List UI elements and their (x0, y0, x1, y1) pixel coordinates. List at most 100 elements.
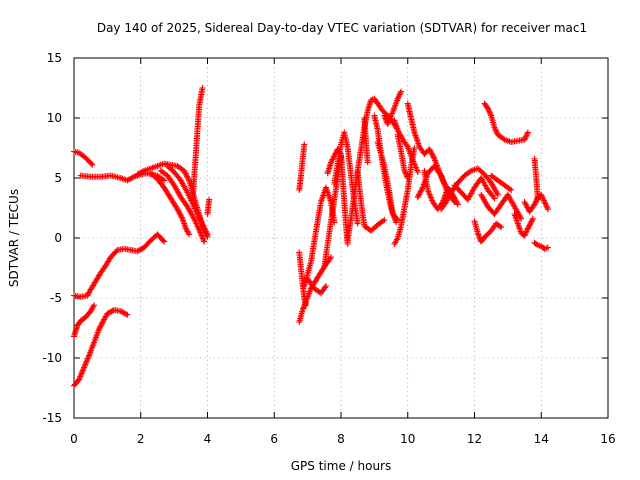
data-point (124, 311, 131, 318)
y-tick-label: 5 (54, 171, 62, 185)
data-point (490, 194, 497, 200)
data-point (414, 194, 421, 201)
data-point (91, 302, 98, 309)
data-point (418, 187, 425, 194)
series-arc-8 (157, 167, 208, 245)
data-point (105, 309, 112, 316)
data-point (138, 246, 145, 253)
data-point (174, 206, 181, 213)
data-point (88, 160, 95, 167)
data-point (108, 308, 115, 315)
data-point (444, 196, 451, 203)
series-arc-41 (531, 239, 551, 252)
series-arc-3 (71, 302, 98, 340)
y-tick-labels: -15 -10 -5 0 5 10 15 (42, 51, 62, 425)
y-tick-label: -5 (50, 291, 62, 305)
data-point (181, 167, 188, 174)
x-tick-label: 16 (600, 432, 615, 446)
data-point (404, 173, 411, 180)
data-point (322, 283, 329, 289)
data-point (161, 238, 168, 245)
data-point (531, 201, 538, 208)
data-point (451, 199, 458, 205)
data-point (524, 225, 531, 232)
data-point (522, 133, 529, 140)
data-point (414, 169, 421, 175)
series-arc-10 (189, 85, 206, 205)
data-point (487, 111, 494, 118)
series-arc-34 (471, 218, 505, 245)
data-point (427, 147, 434, 154)
data-point (401, 167, 408, 174)
data-point (178, 213, 185, 220)
data-point (496, 223, 503, 230)
data-point (486, 109, 493, 116)
data-point (119, 308, 126, 315)
data-point (544, 244, 551, 251)
data-point (99, 319, 106, 326)
data-point (445, 194, 452, 201)
series-arc-24 (354, 169, 388, 234)
data-point (127, 175, 134, 182)
series-arc-28 (394, 131, 411, 181)
data-point (543, 203, 550, 210)
x-tick-label: 6 (270, 432, 278, 446)
data-point (454, 201, 461, 208)
series-arc-40 (531, 155, 541, 203)
data-point (525, 224, 532, 231)
data-point (498, 224, 505, 231)
data-point (301, 301, 308, 308)
data-point (486, 108, 493, 115)
data-point (491, 195, 498, 202)
y-axis-label: SDTVAR / TECUs (7, 189, 21, 287)
y-tick-label: 0 (54, 231, 62, 245)
data-point (527, 221, 534, 228)
data-point (454, 200, 461, 207)
data-point (393, 219, 400, 226)
data-point (475, 231, 482, 238)
data-point (491, 124, 498, 131)
data-point (522, 229, 529, 236)
data-point (521, 199, 528, 205)
data-point (121, 310, 128, 317)
data-point (135, 170, 142, 177)
data-point (532, 199, 539, 206)
series-arc-7 (147, 170, 193, 238)
x-tick-label: 14 (534, 432, 549, 446)
data-point (364, 159, 371, 166)
y-tick-label: 15 (47, 51, 62, 65)
data-point (544, 206, 551, 213)
data-point (521, 232, 528, 239)
data-point (301, 141, 308, 148)
data-point (466, 168, 473, 175)
data-point (524, 130, 531, 137)
y-tick-label: -15 (42, 411, 62, 425)
data-point (107, 309, 114, 316)
data-point (544, 204, 551, 211)
data-point (426, 146, 433, 153)
data-point (299, 307, 306, 313)
data-point (419, 185, 426, 192)
data-point (427, 148, 434, 155)
data-point (124, 177, 131, 184)
data-point (98, 322, 105, 329)
data-point (484, 105, 491, 112)
data-point (417, 188, 424, 195)
data-point (134, 248, 141, 255)
x-tick-labels: 0 2 4 6 8 10 12 14 16 (70, 432, 615, 446)
data-point (300, 305, 307, 312)
data-point (300, 304, 307, 311)
data-point (98, 320, 105, 327)
data-point (540, 197, 547, 204)
data-point (403, 172, 410, 179)
data-point (302, 300, 309, 306)
data-point (430, 153, 437, 160)
series-arc-16 (304, 275, 329, 297)
data-point (485, 106, 492, 113)
data-point (429, 151, 436, 158)
data-point (161, 177, 168, 184)
data-point (508, 187, 515, 193)
data-point (137, 246, 144, 253)
data-point (450, 197, 457, 204)
data-point (183, 173, 190, 180)
